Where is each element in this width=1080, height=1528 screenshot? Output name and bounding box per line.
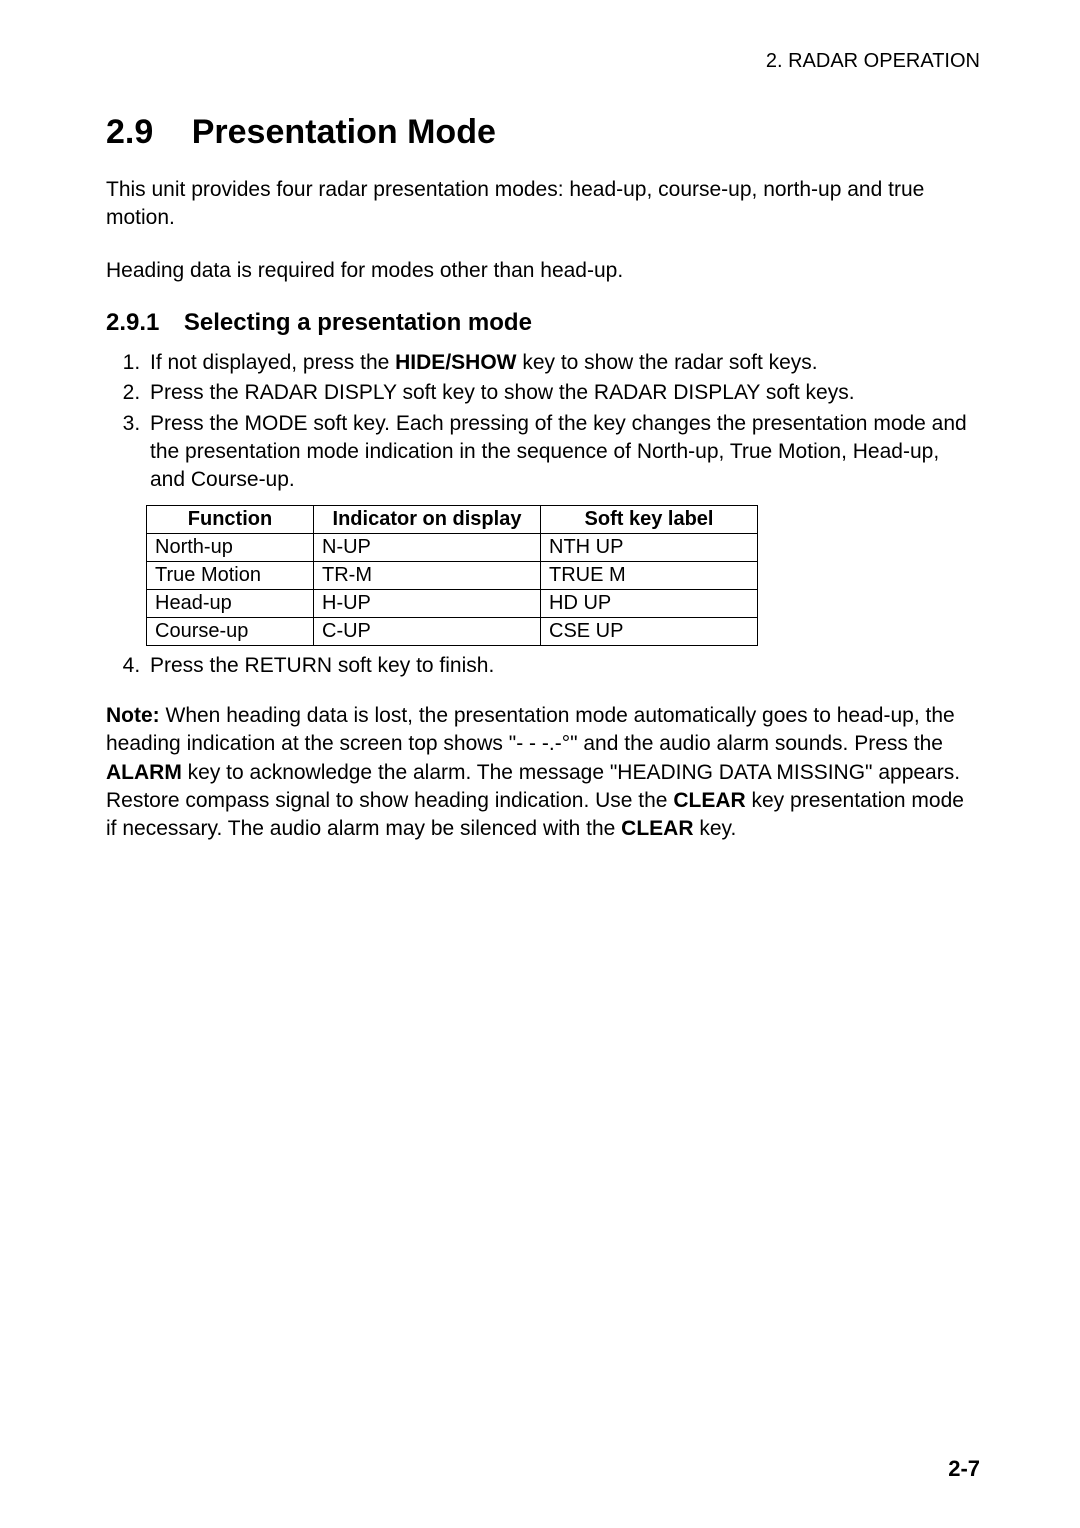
section-heading: 2.9 Presentation Mode — [106, 113, 980, 152]
cell-function: Head-up — [147, 589, 314, 617]
table-row: Head-up H-UP HD UP — [147, 589, 758, 617]
cell-softkey: TRUE M — [541, 561, 758, 589]
table-row: North-up N-UP NTH UP — [147, 533, 758, 561]
steps-list: If not displayed, press the HIDE/SHOW ke… — [106, 349, 980, 495]
table-row: Course-up C-UP CSE UP — [147, 617, 758, 645]
alarm-key: ALARM — [106, 761, 182, 784]
step-4: Press the RETURN soft key to finish. — [146, 652, 980, 680]
cell-indicator: H-UP — [314, 589, 541, 617]
subsection-heading: 2.9.1 Selecting a presentation mode — [106, 309, 980, 337]
note-text-4: key. — [694, 817, 737, 840]
clear-key-1: CLEAR — [673, 789, 745, 812]
note-label: Note: — [106, 704, 160, 727]
table-row: True Motion TR-M TRUE M — [147, 561, 758, 589]
hide-show-key: HIDE/SHOW — [395, 351, 516, 374]
intro-paragraph-2: Heading data is required for modes other… — [106, 257, 980, 285]
col-header-indicator: Indicator on display — [314, 505, 541, 533]
col-header-function: Function — [147, 505, 314, 533]
step-1: If not displayed, press the HIDE/SHOW ke… — [146, 349, 980, 377]
presentation-mode-table: Function Indicator on display Soft key l… — [146, 505, 758, 646]
clear-key-2: CLEAR — [621, 817, 693, 840]
step-1-text-b: key to show the radar soft keys. — [516, 351, 817, 374]
intro-paragraph-1: This unit provides four radar presentati… — [106, 176, 980, 233]
note-paragraph: Note: When heading data is lost, the pre… — [106, 702, 980, 844]
table-header-row: Function Indicator on display Soft key l… — [147, 505, 758, 533]
cell-indicator: TR-M — [314, 561, 541, 589]
section-title: Presentation Mode — [192, 113, 496, 151]
section-number: 2.9 — [106, 113, 153, 152]
cell-function: True Motion — [147, 561, 314, 589]
cell-softkey: NTH UP — [541, 533, 758, 561]
subsection-number: 2.9.1 — [106, 309, 159, 337]
subsection-title: Selecting a presentation mode — [184, 309, 532, 336]
cell-indicator: N-UP — [314, 533, 541, 561]
step-1-text-a: If not displayed, press the — [150, 351, 395, 374]
running-header: 2. RADAR OPERATION — [106, 50, 980, 73]
steps-list-cont: Press the RETURN soft key to finish. — [106, 652, 980, 680]
cell-function: North-up — [147, 533, 314, 561]
col-header-softkey: Soft key label — [541, 505, 758, 533]
page-number: 2-7 — [948, 1456, 980, 1482]
cell-softkey: HD UP — [541, 589, 758, 617]
page: 2. RADAR OPERATION 2.9 Presentation Mode… — [0, 0, 1080, 1528]
cell-function: Course-up — [147, 617, 314, 645]
note-text-1: When heading data is lost, the presentat… — [106, 704, 955, 755]
cell-indicator: C-UP — [314, 617, 541, 645]
cell-softkey: CSE UP — [541, 617, 758, 645]
step-3: Press the MODE soft key. Each pressing o… — [146, 410, 980, 495]
step-2: Press the RADAR DISPLY soft key to show … — [146, 379, 980, 407]
